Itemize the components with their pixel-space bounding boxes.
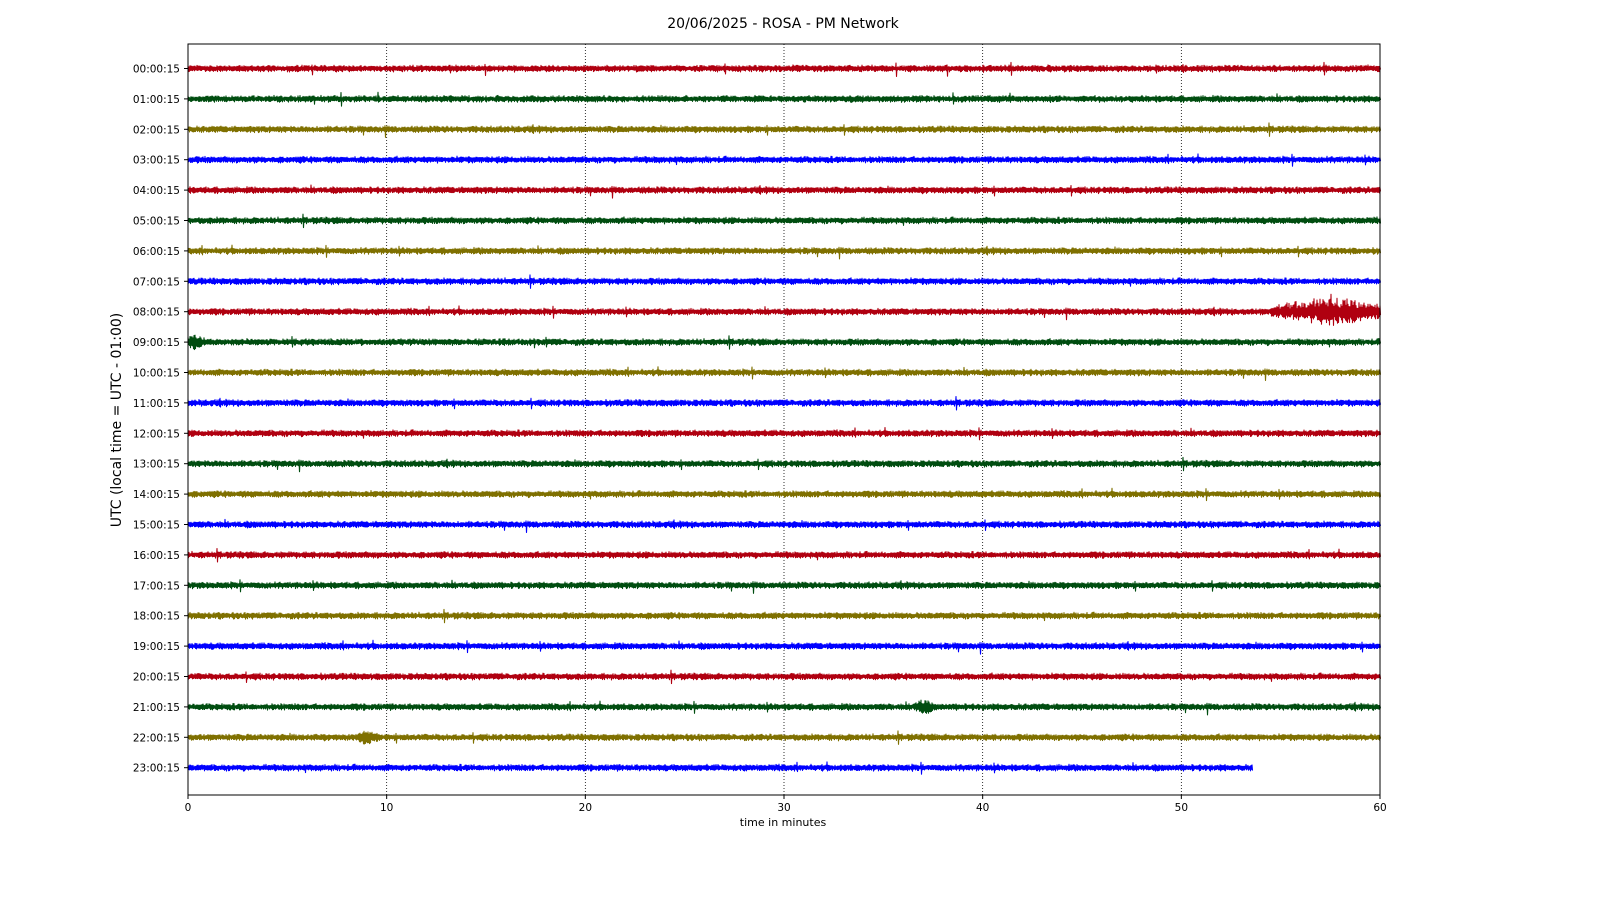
trace-11:00:15: [187, 396, 1382, 411]
x-tick-label-60: 60: [1373, 802, 1386, 814]
y-tick-label: 02:00:15: [133, 124, 180, 136]
y-tick-label: 01:00:15: [133, 94, 180, 106]
trace-18:00:15: [187, 608, 1382, 624]
trace-22:00:15: [187, 730, 1382, 745]
trace-03:00:15: [187, 153, 1382, 167]
y-tick-label: 04:00:15: [133, 185, 180, 197]
trace-07:00:15: [187, 274, 1382, 289]
chart-title: 20/06/2025 - ROSA - PM Network: [667, 16, 899, 32]
trace-15:00:15: [187, 518, 1382, 534]
x-tick-label-50: 50: [1175, 802, 1188, 814]
trace-13:00:15: [187, 456, 1382, 473]
y-tick-label: 19:00:15: [133, 641, 180, 653]
x-tick-label-40: 40: [976, 802, 989, 814]
trace-09:00:15: [187, 334, 1382, 351]
y-tick-label: 22:00:15: [133, 732, 180, 744]
trace-21:00:15: [187, 699, 1382, 716]
x-tick-label-10: 10: [380, 802, 393, 814]
x-axis-ticks: 0 10 20 30 40 50 60: [185, 795, 1387, 814]
y-tick-label: 06:00:15: [133, 246, 180, 258]
y-tick-label: 09:00:15: [133, 337, 180, 349]
trace-19:00:15: [187, 639, 1382, 655]
x-gridlines: [386, 44, 1182, 795]
trace-23:00:15: [187, 761, 1254, 775]
y-tick-label: 08:00:15: [133, 307, 180, 319]
trace-08:00:15: [187, 293, 1382, 326]
trace-04:00:15: [187, 184, 1382, 199]
y-tick-label: 00:00:15: [133, 64, 180, 76]
y-tick-label: 21:00:15: [133, 702, 180, 714]
trace-14:00:15: [187, 487, 1382, 502]
trace-17:00:15: [187, 579, 1382, 594]
trace-16:00:15: [187, 548, 1382, 563]
x-tick-label-30: 30: [777, 802, 790, 814]
y-axis-label: UTC (local time = UTC - 01:00): [109, 313, 125, 528]
trace-20:00:15: [187, 669, 1382, 685]
trace-02:00:15: [187, 122, 1382, 138]
x-tick-label-20: 20: [579, 802, 592, 814]
trace-10:00:15: [187, 366, 1382, 382]
y-tick-label: 14:00:15: [133, 489, 180, 501]
y-tick-label: 03:00:15: [133, 155, 180, 167]
y-tick-label: 10:00:15: [133, 368, 180, 380]
y-tick-label: 23:00:15: [133, 763, 180, 775]
y-tick-label: 13:00:15: [133, 459, 180, 471]
y-tick-label: 11:00:15: [133, 398, 180, 410]
trace-group: [187, 61, 1382, 775]
x-tick-label-0: 0: [185, 802, 192, 814]
trace-01:00:15: [187, 91, 1382, 107]
y-axis-ticks: 00:00:15 01:00:15 02:00:15 03:00:15 04:00:15…: [133, 64, 188, 775]
trace-12:00:15: [187, 427, 1382, 441]
trace-06:00:15: [187, 244, 1382, 260]
y-tick-label: 07:00:15: [133, 276, 180, 288]
y-tick-label: 16:00:15: [133, 550, 180, 562]
y-tick-label: 17:00:15: [133, 580, 180, 592]
y-tick-label: 15:00:15: [133, 520, 180, 532]
y-tick-label: 18:00:15: [133, 611, 180, 623]
y-tick-label: 05:00:15: [133, 216, 180, 228]
y-tick-label: 12:00:15: [133, 428, 180, 440]
x-axis-label: time in minutes: [740, 816, 827, 829]
trace-05:00:15: [187, 213, 1382, 229]
y-tick-label: 20:00:15: [133, 672, 180, 684]
trace-00:00:15: [187, 61, 1382, 78]
